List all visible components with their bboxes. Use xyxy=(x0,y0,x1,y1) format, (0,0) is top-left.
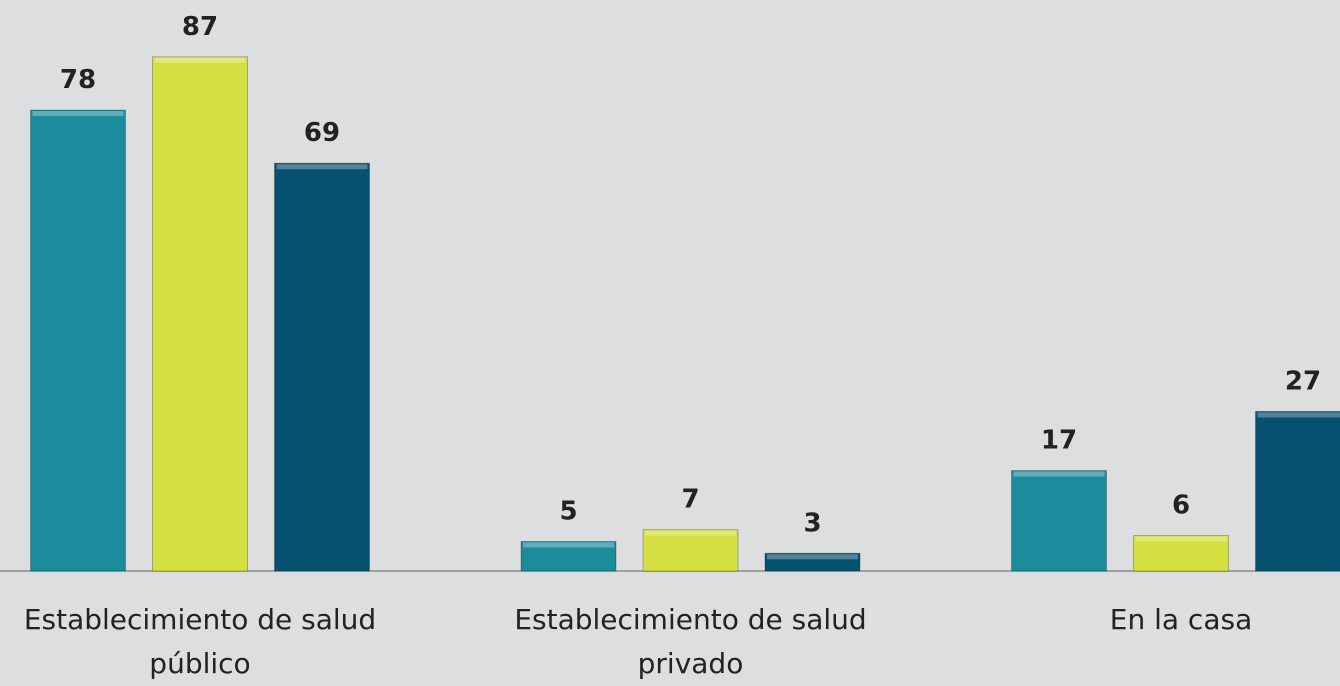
bar-highlight xyxy=(523,542,614,547)
bar-highlight xyxy=(277,164,368,169)
bar xyxy=(275,163,370,571)
value-label: 3 xyxy=(803,508,821,538)
category-label: Establecimiento de salud público xyxy=(0,598,410,686)
category-label: En la casa xyxy=(971,598,1340,642)
value-label: 17 xyxy=(1041,426,1077,456)
value-label: 78 xyxy=(60,65,96,95)
bar-highlight xyxy=(155,58,246,63)
category-label: Establecimiento de salud privado xyxy=(481,598,901,686)
value-label: 87 xyxy=(182,12,218,42)
value-label: 27 xyxy=(1285,366,1321,396)
bar xyxy=(31,110,126,571)
value-label: 7 xyxy=(681,485,699,515)
bar-highlight xyxy=(33,111,124,116)
value-label: 5 xyxy=(559,496,577,526)
bar xyxy=(643,530,738,571)
bar xyxy=(153,57,248,571)
bar xyxy=(1256,411,1340,571)
bar xyxy=(1012,471,1107,571)
bar-highlight xyxy=(767,554,858,559)
value-label: 69 xyxy=(304,118,340,148)
value-label: 6 xyxy=(1172,491,1190,521)
bar-highlight xyxy=(1014,472,1105,477)
bar-highlight xyxy=(1258,412,1340,417)
bar-highlight xyxy=(645,531,736,536)
bar-highlight xyxy=(1136,537,1227,542)
